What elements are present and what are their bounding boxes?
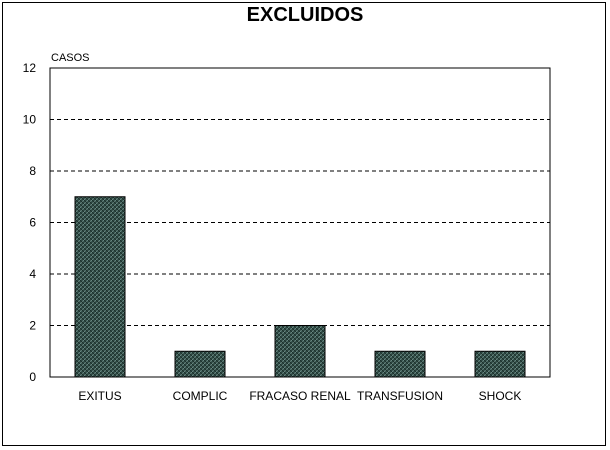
chart-frame <box>2 2 606 446</box>
y-tick-label: 10 <box>23 113 37 127</box>
bar-fracaso-renal <box>274 325 326 378</box>
y-tick-label: 8 <box>29 164 36 178</box>
x-tick-label: SHOCK <box>479 389 522 403</box>
y-tick-label: 12 <box>23 61 37 75</box>
y-axis-ticks: 0 2 4 6 8 10 12 <box>23 61 37 384</box>
plot-area-border <box>49 67 551 378</box>
x-tick-label: COMPLIC <box>173 389 228 403</box>
y-tick-label: 2 <box>29 319 36 333</box>
bars <box>74 196 526 378</box>
bar-transfusion <box>374 350 426 378</box>
bar-shock <box>474 350 526 378</box>
x-tick-label: TRANSFUSION <box>357 389 443 403</box>
grid-lines <box>50 119 550 326</box>
chart-title: EXCLUIDOS <box>247 4 364 26</box>
x-axis-labels: EXITUS COMPLIC FRACASO RENAL TRANSFUSION SHO… <box>78 389 521 403</box>
y-tick-label: 0 <box>29 370 36 384</box>
bar-complic <box>174 350 226 378</box>
y-tick-label: 4 <box>29 267 36 281</box>
x-tick-label: EXITUS <box>78 389 121 403</box>
x-tick-label: FRACASO RENAL <box>249 389 351 403</box>
bar-exitus <box>74 196 126 378</box>
y-tick-label: 6 <box>29 216 36 230</box>
y-axis-label: CASOS <box>51 52 90 64</box>
